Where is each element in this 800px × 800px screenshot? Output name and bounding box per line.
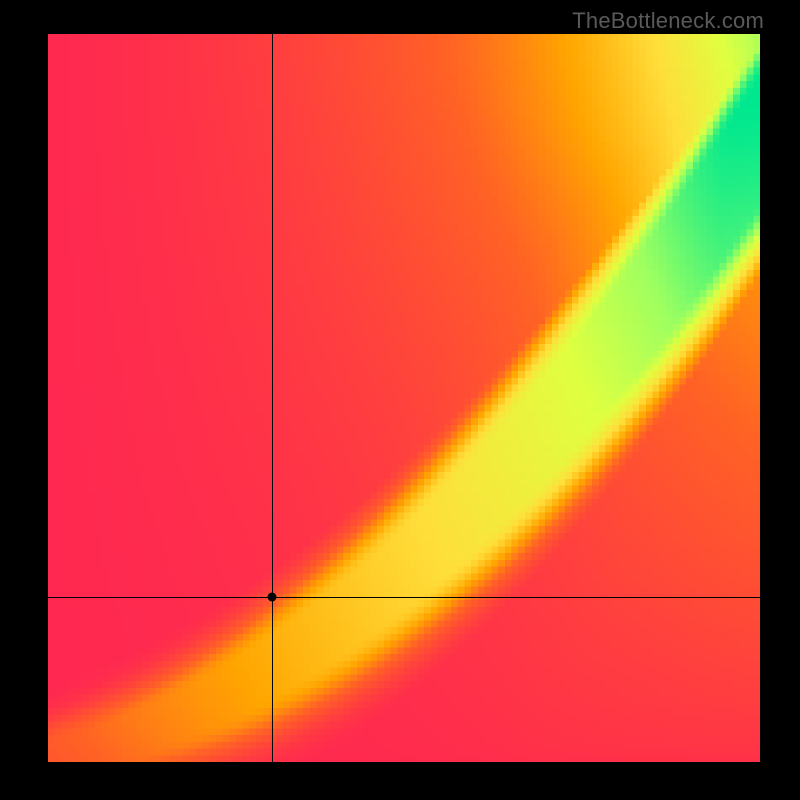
watermark-text: TheBottleneck.com — [572, 8, 764, 34]
selection-point — [268, 593, 277, 602]
crosshair-vertical — [272, 34, 273, 762]
crosshair-horizontal — [48, 597, 760, 598]
heatmap-plot — [48, 34, 760, 762]
heatmap-canvas — [48, 34, 760, 762]
